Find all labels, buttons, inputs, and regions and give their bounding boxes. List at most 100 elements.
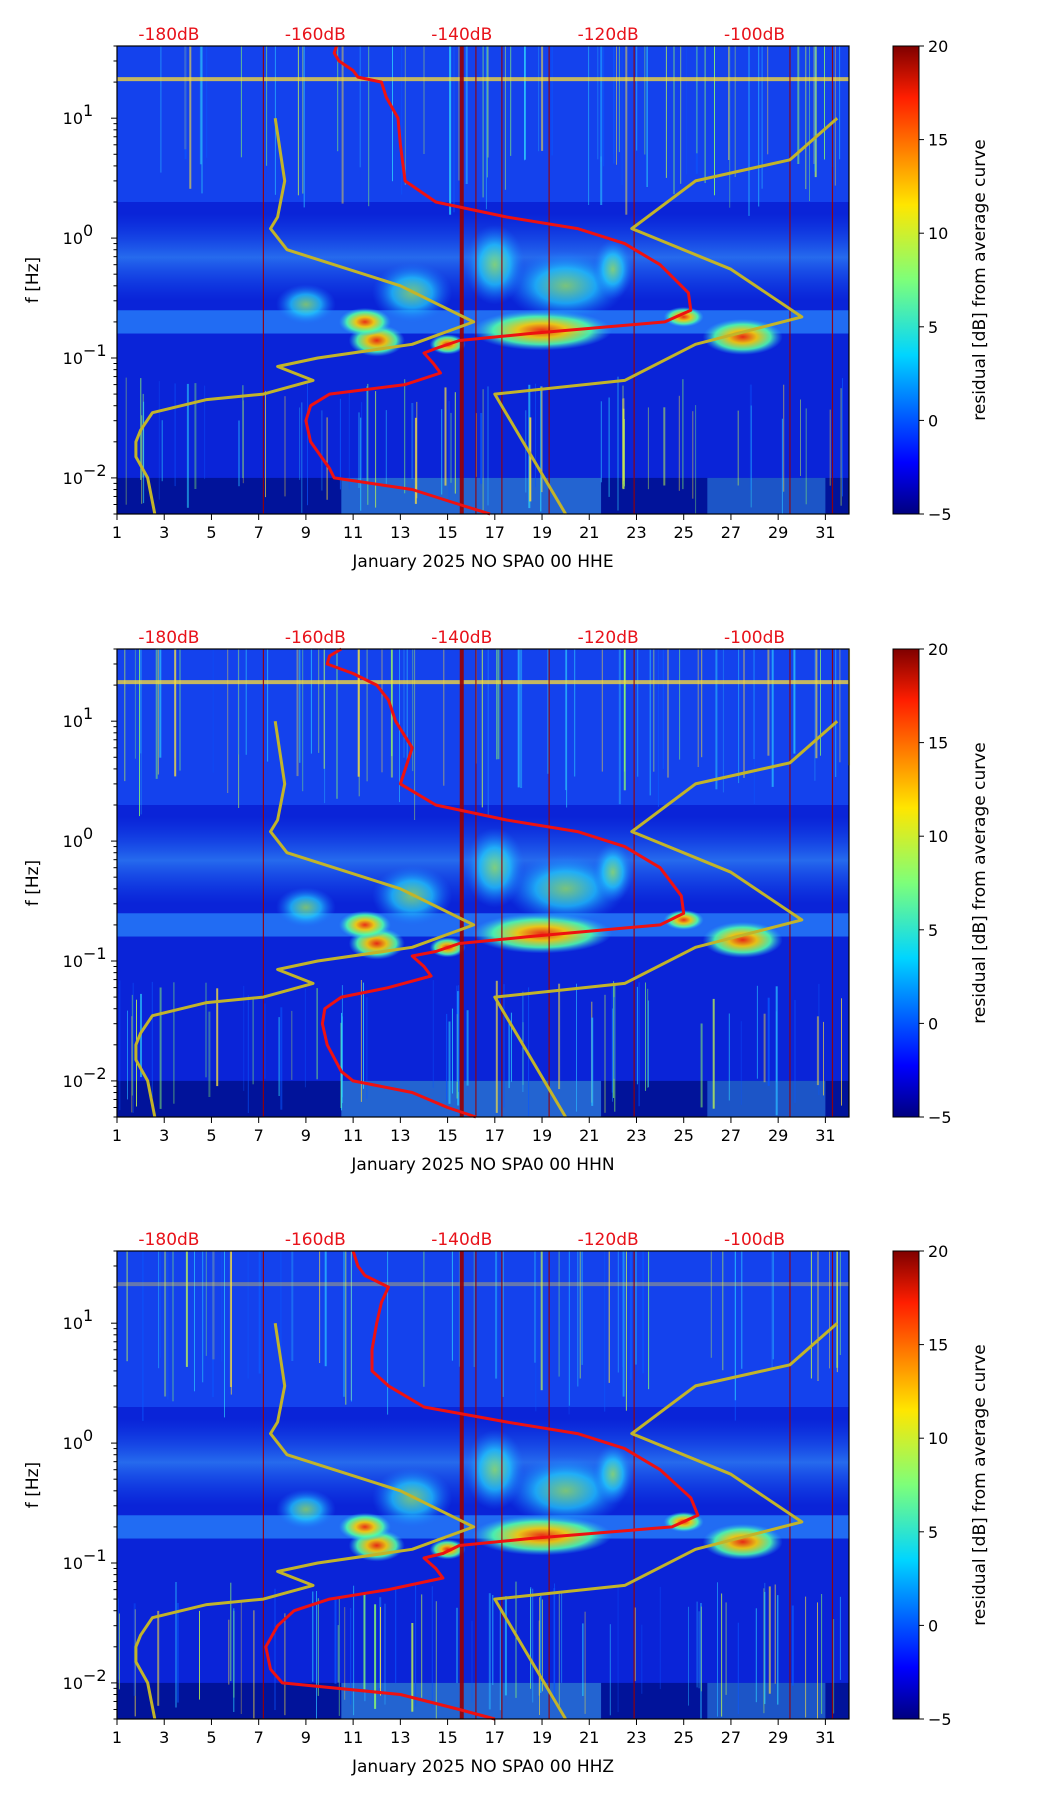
spectrogram-streak	[700, 1603, 702, 1719]
spectrogram-hotspot	[338, 910, 391, 939]
spectrogram-streak	[155, 649, 158, 779]
spectrogram-streak	[839, 1251, 841, 1355]
x-tick-label: 3	[159, 1728, 169, 1747]
spectrogram-streak	[697, 649, 699, 767]
spectrogram-warm-region	[275, 1489, 336, 1530]
spectrogram-streak	[358, 412, 360, 488]
spectrogram-streak	[374, 1604, 377, 1709]
spectrogram-streak	[625, 1251, 627, 1411]
spectrogram-streak	[131, 994, 133, 1096]
spectrogram-streak	[761, 46, 763, 189]
spectrogram-streak	[618, 46, 620, 153]
spectrogram-streak	[517, 649, 520, 788]
spectrogram-streak	[551, 46, 553, 156]
spectrogram-streak	[755, 1608, 757, 1703]
spectrogram-streak	[700, 1023, 703, 1108]
spectrogram-streak	[341, 1016, 343, 1098]
spectrogram-streak	[815, 649, 818, 759]
spectrogram-streak	[794, 1000, 796, 1103]
y-axis-label: f [Hz]	[23, 257, 43, 303]
spectrogram-streak	[492, 1595, 494, 1685]
spectrogram-streak	[124, 649, 126, 782]
spectrogram-streak	[486, 46, 488, 178]
spectrogram-streak	[456, 1607, 458, 1683]
spectrogram-streak	[367, 383, 369, 505]
spectrogram-streak	[206, 46, 208, 158]
x-tick-label: 9	[301, 1728, 311, 1747]
spectrogram-streak	[487, 46, 489, 158]
spectrogram-streak	[622, 1251, 623, 1368]
spectrogram-streak	[696, 1601, 698, 1688]
spectrogram-streak	[487, 386, 489, 506]
spectrogram-streak	[448, 1021, 451, 1104]
spectrogram-streak	[415, 1582, 417, 1707]
spectrogram-streak	[132, 982, 134, 1113]
top-axis-db-label: -120dB	[578, 1230, 639, 1250]
spectrogram-streak	[432, 980, 434, 1088]
spectrogram-streak	[617, 376, 619, 511]
spectrogram-streak	[454, 392, 456, 494]
x-tick-label: 31	[815, 523, 835, 542]
spectrogram-streak	[771, 649, 774, 787]
spectrogram-streak	[728, 1013, 730, 1101]
spectrogram-streak	[613, 46, 614, 154]
spectrogram-streak	[414, 649, 416, 820]
noise-model-low-curve	[134, 1322, 476, 1720]
spectrogram-streak	[743, 649, 745, 778]
spectrogram-streak	[504, 46, 506, 190]
spectrogram-streak	[767, 649, 770, 756]
spectrogram-streak	[304, 988, 306, 1088]
spectrogram-streak	[194, 1251, 195, 1392]
spectrogram-streak	[753, 649, 755, 760]
x-tick-label: 17	[485, 1728, 505, 1747]
spectrogram-streak	[624, 649, 625, 772]
spectrogram-streak	[161, 420, 163, 482]
spectrogram-streak	[715, 649, 718, 790]
spectrogram-streak	[174, 383, 176, 487]
spectrogram-streak	[529, 417, 532, 502]
spectrogram-streak	[157, 649, 159, 775]
spectrogram-streak	[737, 1622, 739, 1714]
spectrogram-streak	[151, 981, 153, 1098]
spectrogram-streak	[423, 46, 425, 154]
spectrogram-streak	[366, 997, 368, 1099]
spectrogram-streak	[456, 985, 458, 1082]
spectrogram-streak	[777, 1595, 779, 1705]
spectrogram-streak	[547, 649, 549, 774]
spectrogram-streak	[823, 1021, 824, 1096]
spectrogram-streak	[814, 46, 816, 172]
spectrogram-streak	[763, 1588, 765, 1714]
spectrogram-streak	[680, 46, 682, 184]
spectrogram-streak	[737, 410, 739, 486]
spectrogram-streak	[504, 1596, 507, 1696]
spectrogram-streak	[159, 987, 162, 1109]
spectrogram-streak	[134, 649, 136, 759]
spectrogram-streak	[131, 1016, 133, 1113]
spectrogram-streak	[348, 390, 350, 490]
spectrogram-streak	[722, 1251, 724, 1371]
y-axis-label: f [Hz]	[23, 860, 43, 906]
spectrogram-streak	[834, 46, 836, 186]
spectrogram-warm-region	[464, 1429, 525, 1510]
colorbar-tick-label: 10	[928, 827, 948, 846]
spectrogram-streak	[692, 411, 694, 499]
spectrogram-streak	[117, 1598, 119, 1680]
colorbar-tick-label: 15	[928, 131, 948, 150]
x-tick-label: 25	[674, 1126, 694, 1145]
spectrogram-streak	[612, 1008, 613, 1102]
spectrogram-hum-line	[117, 77, 849, 82]
spectrogram-streak	[199, 1610, 200, 1700]
spectrogram-streak	[805, 46, 807, 190]
spectrogram-streak	[608, 1251, 610, 1383]
spectrogram-warm-region	[592, 1444, 633, 1505]
spectrogram-streak	[748, 46, 750, 216]
x-tick-label: 7	[254, 523, 264, 542]
spectrogram-streak	[230, 1251, 232, 1395]
x-tick-label: 9	[301, 1126, 311, 1145]
spectrogram-streak	[119, 980, 121, 1111]
spectrogram-streak	[673, 46, 675, 195]
spectrogram-streak	[278, 1017, 280, 1096]
spectrogram-streak	[663, 407, 666, 486]
spectrogram-streak	[381, 649, 383, 773]
